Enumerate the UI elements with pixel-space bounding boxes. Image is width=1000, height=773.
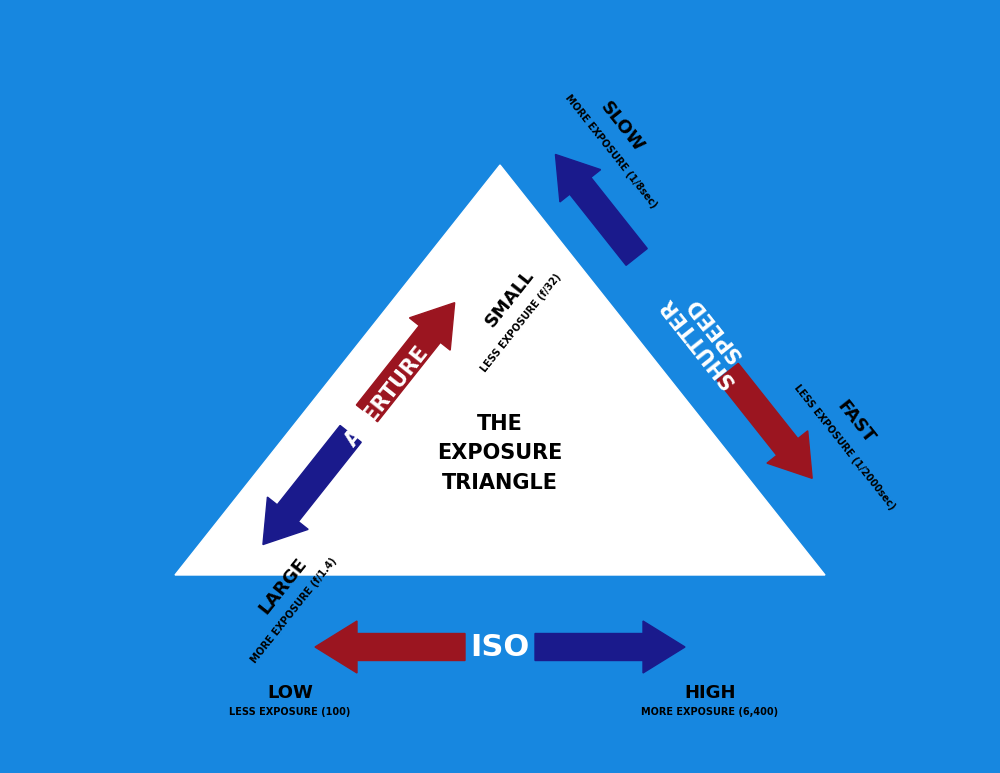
Text: LARGE: LARGE [255,554,310,617]
Text: MORE EXPOSURE (f/1.4): MORE EXPOSURE (f/1.4) [249,556,338,665]
Text: APERTURE: APERTURE [341,342,433,450]
Text: MORE EXPOSURE (6,400): MORE EXPOSURE (6,400) [641,707,779,717]
Text: MORE EXPOSURE (1/8sec): MORE EXPOSURE (1/8sec) [563,94,659,210]
FancyArrow shape [315,621,465,673]
Text: LESS EXPOSURE (1/2000sec): LESS EXPOSURE (1/2000sec) [792,383,897,512]
Text: SMALL: SMALL [482,267,538,331]
Text: SHUTTER
SPEED: SHUTTER SPEED [656,281,756,391]
FancyArrow shape [717,363,812,478]
Text: FAST: FAST [833,397,878,448]
FancyArrow shape [555,155,647,265]
Text: LESS EXPOSURE (100): LESS EXPOSURE (100) [229,707,351,717]
Text: ISO: ISO [470,632,530,662]
Text: LOW: LOW [267,684,313,702]
Polygon shape [175,165,825,575]
FancyArrow shape [535,621,685,673]
Text: LESS EXPOSURE (f/32): LESS EXPOSURE (f/32) [479,272,563,374]
Text: THE
EXPOSURE
TRIANGLE: THE EXPOSURE TRIANGLE [437,414,563,493]
Text: HIGH: HIGH [684,684,736,702]
FancyArrow shape [356,303,455,422]
FancyArrow shape [263,425,361,544]
Text: SLOW: SLOW [596,98,647,156]
